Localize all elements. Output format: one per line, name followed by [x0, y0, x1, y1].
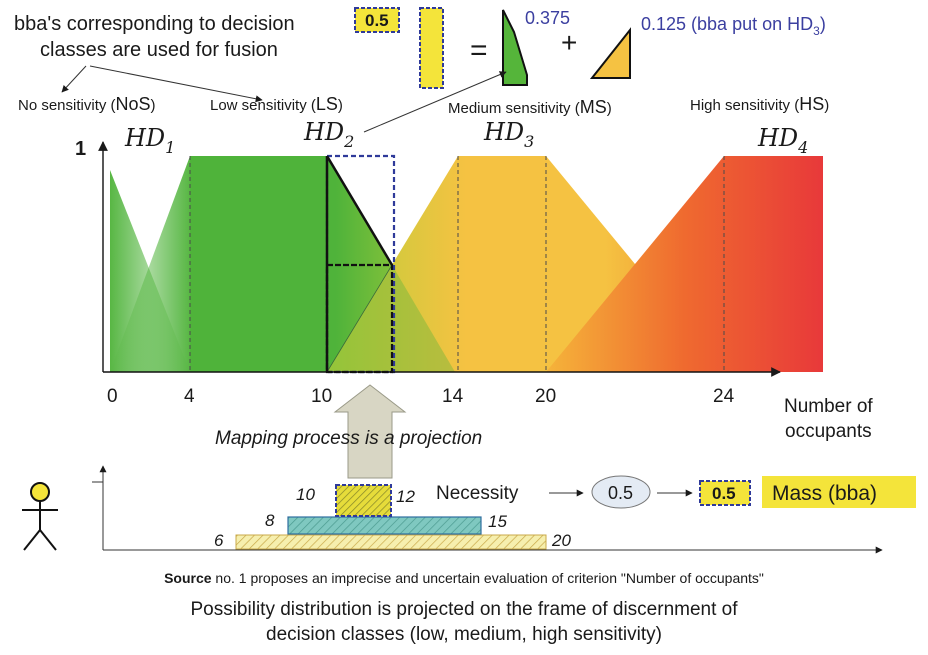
tick-24: 24 [713, 386, 735, 407]
mid-left-label: 8 [265, 511, 275, 530]
note-arrow-ls [89, 65, 263, 103]
inner-left-label: 10 [296, 485, 315, 504]
source-caption-bold: Source [164, 570, 212, 586]
hs-membership [546, 156, 823, 372]
projection-arrow [333, 384, 407, 479]
class-nos: No sensitivity (NoS) [18, 94, 156, 114]
tick-4: 4 [184, 386, 195, 407]
outer-left-label: 6 [214, 531, 224, 550]
hd3-label: HD3 [483, 118, 534, 151]
mid-right-label: 15 [488, 512, 507, 531]
membership-functions [110, 156, 823, 373]
ms-mass-value: 0.375 [525, 8, 570, 28]
note-arrow-nos [61, 65, 87, 93]
equals-sign: = [470, 34, 488, 67]
class-ms: Medium sensitivity (MS) [448, 97, 612, 117]
x-axis-label-line2: occupants [785, 421, 872, 442]
necessity-label: Necessity [436, 483, 519, 504]
source-caption: Source no. 1 proposes an imprecise and u… [0, 570, 928, 586]
mapping-label: Mapping process is a projection [215, 428, 482, 449]
fusion-note-line1: bba's corresponding to decision [14, 13, 295, 35]
mid-interval [287, 516, 482, 535]
projected-slope [325, 155, 394, 266]
bba-value-text: 0.5 [365, 11, 389, 30]
person-icon [22, 482, 58, 551]
tick-20: 20 [535, 386, 556, 407]
outer-right-label: 20 [551, 531, 571, 550]
outer-interval [235, 534, 547, 550]
hs-mass-value: 0.125 (bba put on HD3) [641, 14, 826, 38]
mass-label: Mass (bba) [772, 482, 877, 505]
source-panel: 10 12 8 15 6 20 Necessity 0.5 0.5 Mass (… [92, 465, 916, 554]
hd2-label: HD2 [303, 118, 354, 151]
hs-mass-shape [589, 27, 631, 79]
source-caption-rest: no. 1 proposes an imprecise and uncertai… [211, 570, 764, 586]
class-hs: High sensitivity (HS) [690, 94, 829, 114]
y-axis-one-label: 1 [75, 138, 86, 160]
tick-10: 10 [311, 386, 332, 407]
guide-lines [189, 156, 725, 372]
mass-label-highlight [762, 476, 916, 508]
inner-right-label: 12 [396, 487, 415, 506]
main-caption-line2: decision classes (low, medium, high sens… [266, 624, 662, 645]
necessity-value: 0.5 [608, 483, 633, 503]
x-axis-label-line1: Number of [784, 396, 873, 417]
tick-14: 14 [442, 386, 464, 407]
hd2-to-ms-arrow [363, 71, 507, 133]
class-ls: Low sensitivity (LS) [210, 94, 343, 114]
result-value-box [699, 480, 751, 506]
plus-sign: + [561, 27, 577, 58]
main-caption: Possibility distribution is projected on… [0, 597, 928, 647]
x-tick-labels: 0 4 10 14 20 24 [107, 386, 735, 407]
ls-ms-overlap-shade [327, 265, 455, 372]
tick-0: 0 [107, 386, 118, 407]
fusion-note-line2: classes are used for fusion [40, 39, 278, 61]
main-caption-line1: Possibility distribution is projected on… [190, 599, 738, 620]
hd4-label: HD4 [757, 124, 808, 157]
necessity-value-ellipse [591, 475, 651, 509]
inner-interval [335, 484, 392, 517]
ls-ms-crossing-line [326, 264, 393, 373]
hd1-label: HD1 [124, 124, 175, 157]
bba-mass-bar [419, 7, 444, 89]
bba-value-box [354, 7, 400, 33]
hd-labels: HD1 HD2 HD3 HD4 [124, 118, 808, 157]
nos-rise-shade [110, 156, 190, 372]
class-names: No sensitivity (NoS) Low sensitivity (LS… [18, 94, 829, 117]
result-value: 0.5 [712, 484, 736, 503]
ms-mass-shape [502, 9, 528, 86]
